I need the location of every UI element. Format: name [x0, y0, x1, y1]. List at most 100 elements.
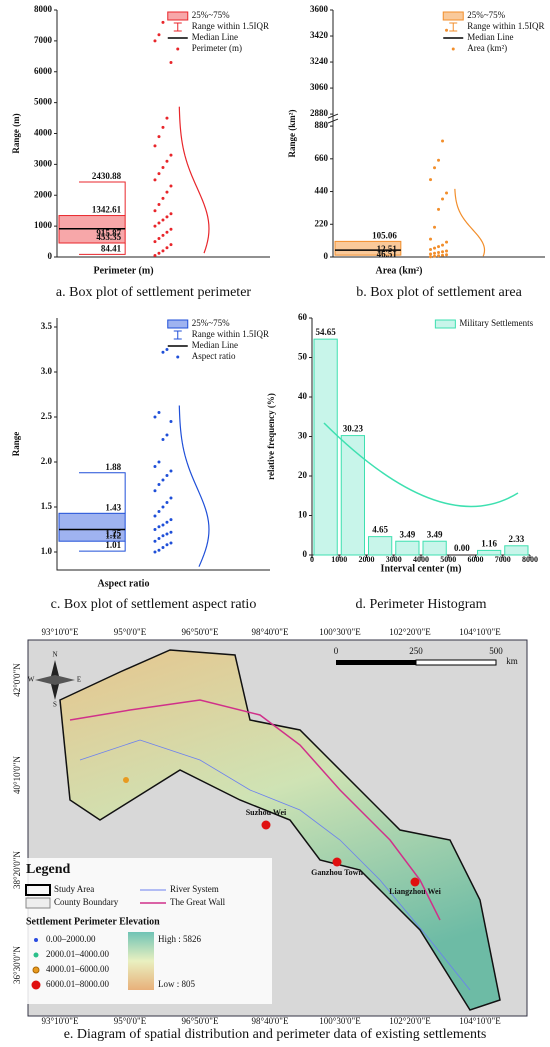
distribution-curve	[454, 188, 486, 257]
lon-label: 98°40'0"E	[252, 1016, 289, 1026]
town-point	[261, 820, 271, 830]
y-tick-label: 40	[298, 391, 308, 401]
y-tick-label: 2.0	[41, 456, 53, 466]
y-axis-title: Range	[11, 432, 21, 457]
legend-swatch	[33, 952, 39, 958]
river	[79, 739, 471, 991]
data-point	[441, 253, 445, 257]
data-point	[165, 215, 169, 219]
y-tick-label: 1.0	[41, 546, 53, 556]
data-point	[153, 415, 157, 419]
compass-label: W	[28, 676, 35, 684]
box-value-label: 1.88	[105, 462, 121, 472]
lon-label: 102°20'0"E	[389, 1016, 431, 1026]
data-point	[157, 236, 161, 240]
caption: b. Box plot of settlement area	[356, 285, 522, 300]
y-tick-label: 3000	[34, 158, 53, 168]
legend-swatch	[173, 22, 182, 32]
data-point	[157, 483, 161, 486]
y-tick-label: 0	[48, 251, 53, 261]
data-point	[169, 420, 173, 423]
y-tick-label: 4000	[34, 128, 53, 138]
data-point	[157, 411, 161, 414]
town-point	[332, 857, 342, 867]
box-value-label: 1.25	[105, 529, 121, 539]
legend-swatch	[25, 884, 51, 896]
data-point	[165, 474, 169, 477]
scale-label: km	[506, 656, 518, 666]
data-point	[157, 548, 161, 552]
x-tick-label: 3000	[386, 555, 402, 564]
data-point	[153, 240, 157, 244]
distribution-curve	[178, 405, 210, 567]
y-tick-label: 3600	[310, 4, 329, 14]
caption: a. Box plot of settlement perimeter	[56, 285, 252, 300]
data-point	[165, 348, 169, 351]
legend-swatch	[434, 319, 456, 329]
data-point	[433, 254, 437, 258]
data-point	[157, 135, 161, 139]
bar	[340, 435, 365, 556]
box-value-label: 453.35	[96, 232, 121, 242]
legend-swatch	[442, 11, 464, 21]
y-tick-label: 3060	[310, 82, 329, 92]
legend-label: Median Line	[192, 32, 238, 42]
legend-swatch	[25, 897, 51, 909]
data-point	[165, 433, 169, 437]
y-tick-label: 3.5	[41, 321, 53, 331]
data-point	[441, 250, 445, 254]
data-point	[161, 523, 165, 527]
x-axis-title: Aspect ratio	[98, 578, 150, 589]
data-point	[429, 252, 433, 256]
legend-label: County Boundary	[54, 897, 119, 907]
data-point	[153, 209, 157, 213]
legend-swatch	[176, 355, 180, 359]
y-tick-label: 660	[315, 153, 329, 163]
data-point	[169, 541, 173, 545]
data-point	[165, 159, 169, 163]
data-point	[157, 172, 161, 176]
data-point	[429, 178, 433, 182]
y-tick-label: 10	[298, 510, 308, 520]
whisker	[79, 181, 126, 216]
data-point	[161, 125, 165, 129]
data-point	[153, 224, 157, 228]
data-point	[445, 240, 449, 244]
bar	[422, 540, 447, 556]
lon-label: 98°40'0"E	[252, 627, 289, 637]
compass-label: N	[52, 651, 57, 659]
legend-swatch	[176, 47, 180, 51]
data-point	[441, 243, 445, 247]
legend-label: Military Settlements	[459, 318, 533, 328]
compass	[35, 675, 75, 685]
legend-swatch	[167, 11, 189, 21]
data-point	[157, 203, 161, 207]
lat-label: 36°30'0"N	[12, 946, 22, 984]
legend-label: Settlement Perimeter Elevation	[26, 916, 160, 927]
data-point	[437, 254, 441, 258]
data-point	[169, 60, 173, 64]
data-point	[433, 166, 437, 170]
data-point	[429, 237, 433, 241]
y-tick-label: 8000	[34, 4, 53, 14]
lon-label: 102°20'0"E	[389, 627, 431, 637]
town-label: Suzhou Wei	[246, 808, 287, 817]
data-point	[161, 350, 165, 354]
data-point	[445, 249, 449, 253]
x-tick-label: 1000	[331, 555, 347, 564]
data-point	[157, 251, 161, 255]
whisker	[79, 472, 126, 514]
legend-swatch	[449, 22, 458, 32]
data-point	[153, 489, 157, 493]
legend-label: 25%~75%	[192, 318, 230, 328]
x-tick-label: 4000	[413, 555, 429, 564]
box-value-label: 1.12	[105, 530, 121, 540]
box-value-label: 2430.88	[92, 171, 122, 181]
study-area	[59, 649, 501, 1011]
box-value-label: 1.01	[105, 540, 121, 550]
data-point	[161, 20, 165, 24]
data-point	[157, 537, 161, 540]
x-tick-label: 8000	[522, 555, 538, 564]
y-tick-label: 880	[315, 120, 329, 130]
